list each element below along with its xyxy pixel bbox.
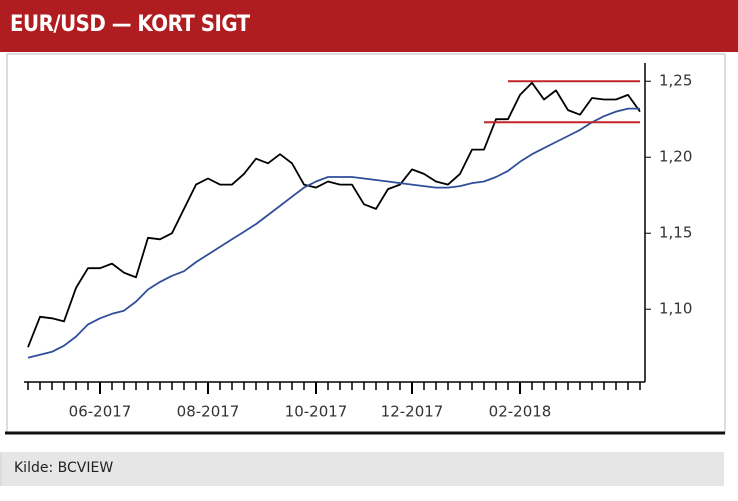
chart-frame — [6, 53, 726, 435]
header: EUR/USD — KORT SIGT — [0, 0, 738, 52]
y-tick-label: 1,10 — [659, 300, 692, 318]
series-line — [27, 81, 641, 348]
y-tick-label: 1,25 — [659, 72, 692, 90]
footer: Kilde: BCVIEW — [0, 452, 724, 486]
x-tick-label: 02-2018 — [489, 403, 552, 421]
y-tick-label: 1,15 — [659, 224, 692, 242]
x-tick-label: 06-2017 — [69, 403, 132, 421]
y-tick-label: 1,20 — [659, 148, 692, 166]
x-tick-label: 12-2017 — [381, 403, 444, 421]
chart: 1,10 1,15 1,20 1,25 06-2017 08-2017 10-2017 12-… — [5, 53, 726, 435]
x-tick-label: 10-2017 — [285, 403, 348, 421]
source: Kilde: BCVIEW — [14, 460, 114, 476]
title: EUR/USD — KORT SIGT — [10, 12, 250, 37]
series-line — [27, 107, 640, 359]
x-tick-label: 08-2017 — [177, 403, 240, 421]
